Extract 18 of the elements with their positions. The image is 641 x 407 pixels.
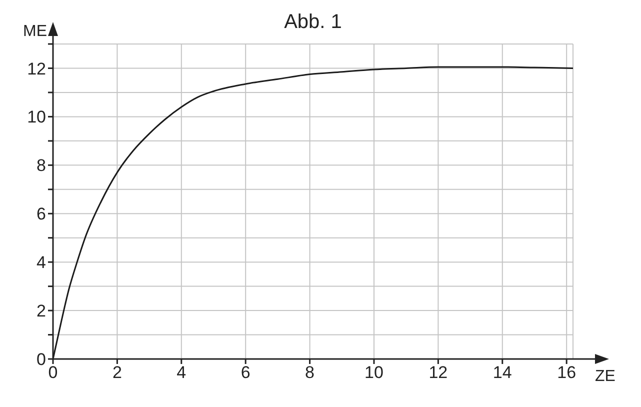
x-tick-label: 10 <box>364 363 384 382</box>
chart-title: Abb. 1 <box>284 11 342 33</box>
x-tick-label: 8 <box>305 363 315 382</box>
y-tick-label: 12 <box>27 59 46 78</box>
x-tick-label: 2 <box>112 363 122 382</box>
x-tick-label: 12 <box>428 363 448 382</box>
x-tick-label: 4 <box>176 363 186 382</box>
y-tick-label: 10 <box>27 108 46 127</box>
x-tick-label: 16 <box>557 363 576 382</box>
x-tick-label: 14 <box>492 363 512 382</box>
y-tick-label: 2 <box>36 302 46 321</box>
y-tick-label: 4 <box>36 253 46 272</box>
y-tick-label: 6 <box>36 204 46 224</box>
y-axis-title: ME <box>23 23 47 40</box>
x-tick-label: 6 <box>240 363 250 382</box>
y-tick-label: 0 <box>36 350 46 370</box>
y-tick-label: 8 <box>36 156 46 176</box>
x-axis-title: ZE <box>595 368 616 385</box>
